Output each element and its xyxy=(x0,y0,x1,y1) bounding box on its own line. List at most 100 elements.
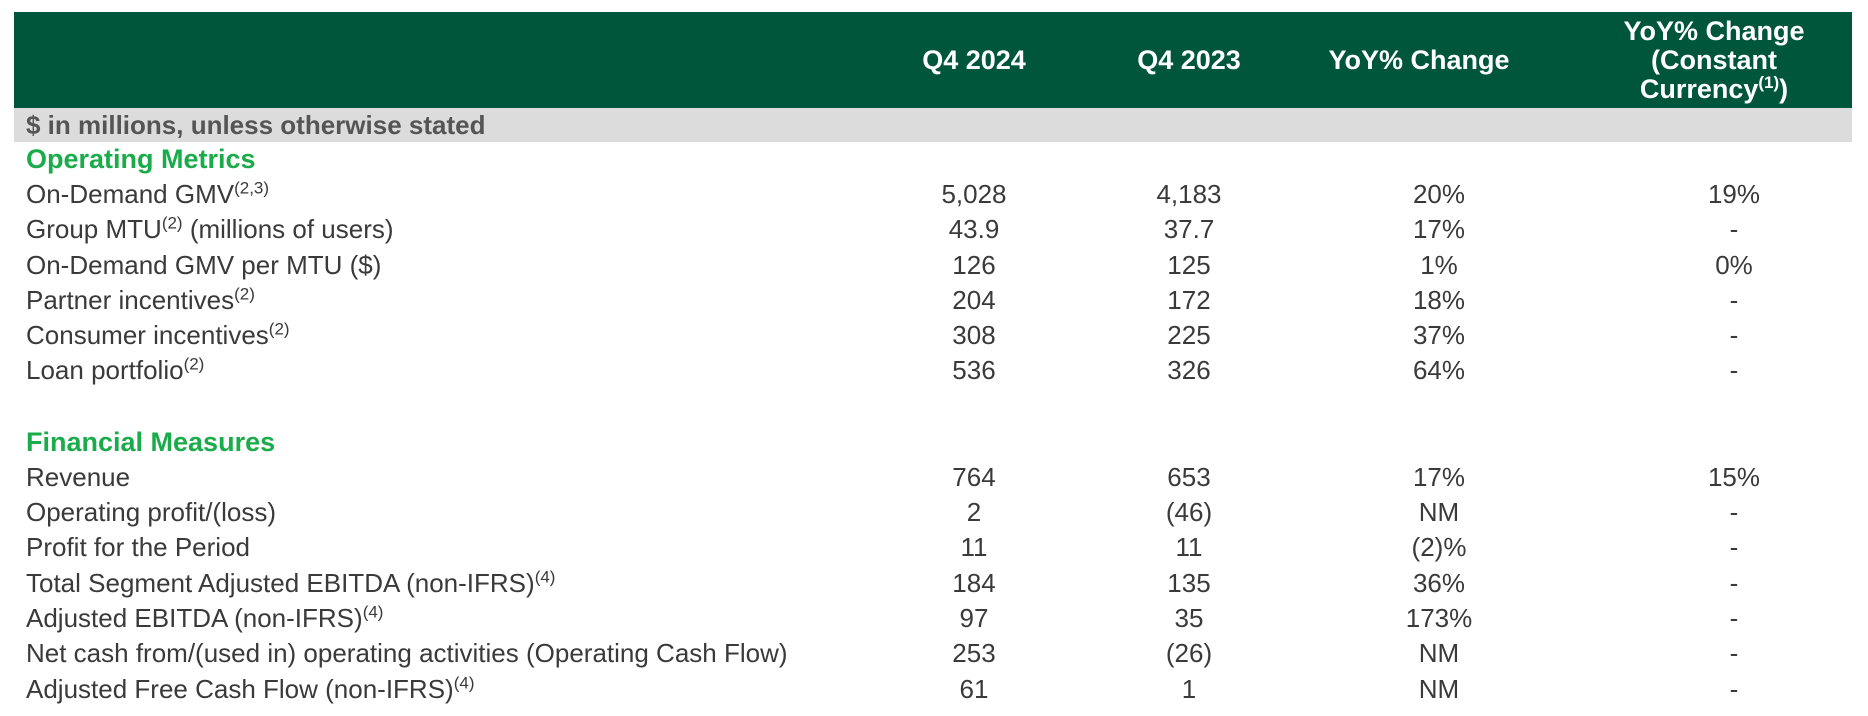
row-footnote: (4) xyxy=(453,672,475,692)
row-label-suffix: (millions of users) xyxy=(182,214,394,245)
cell-yoy-change-cc: 15% xyxy=(1707,461,1761,492)
table-row: Total Segment Adjusted EBITDA (non-IFRS)… xyxy=(14,566,1852,601)
cell-yoy-change-cc: - xyxy=(1729,673,1739,704)
cell-yoy-change: NM xyxy=(1418,673,1460,704)
row-footnote: (4) xyxy=(534,567,556,587)
table-row: Revenue 764 653 17% 15% xyxy=(14,460,1852,495)
table-row: Adjusted EBITDA (non-IFRS)(4) 97 35 173% - xyxy=(14,601,1852,636)
table-row: Profit for the Period 11 11 (2)% - xyxy=(14,530,1852,565)
row-label-text: Loan portfolio xyxy=(26,355,184,386)
row-label-text: Adjusted EBITDA (non-IFRS) xyxy=(26,602,363,633)
cell-yoy-change-cc: - xyxy=(1729,214,1739,245)
section-title-financial-measures: Financial Measures xyxy=(26,426,276,457)
cell-yoy-change: 17% xyxy=(1412,214,1466,245)
cell-q4-2024: 11 xyxy=(960,532,988,563)
cell-yoy-change-cc: - xyxy=(1729,567,1739,598)
header-yoy-change-constant-currency: YoY% Change (Constant Currency(1)) xyxy=(1574,12,1854,108)
cell-q4-2023: 11 xyxy=(1175,532,1203,563)
row-label: On-Demand GMV per MTU ($) xyxy=(26,248,381,283)
cell-yoy-change: NM xyxy=(1418,497,1460,528)
cell-q4-2023: 653 xyxy=(1167,461,1211,492)
table-row: Group MTU(2) (millions of users) 43.9 37.7… xyxy=(14,212,1852,247)
cell-yoy-change: 64% xyxy=(1412,355,1466,386)
cell-yoy-change: 36% xyxy=(1412,567,1466,598)
section-spacer xyxy=(14,389,1852,425)
header-cc-footnote: (1) xyxy=(1758,72,1780,92)
cell-yoy-change-cc: - xyxy=(1729,355,1739,386)
cell-q4-2024: 204 xyxy=(952,284,996,315)
row-label-text: Group MTU xyxy=(26,214,162,245)
row-label-text: Total Segment Adjusted EBITDA (non-IFRS) xyxy=(26,567,535,598)
header-cc-line1: YoY% Change xyxy=(1623,15,1805,46)
cell-yoy-change-cc: - xyxy=(1729,284,1739,315)
cell-q4-2023: 326 xyxy=(1167,355,1211,386)
row-label-text: Adjusted Free Cash Flow (non-IFRS) xyxy=(26,673,454,704)
cell-q4-2024: 764 xyxy=(952,461,996,492)
cell-yoy-change-cc: - xyxy=(1729,602,1739,633)
row-footnote: (2) xyxy=(234,284,255,304)
header-q4-2023: Q4 2023 xyxy=(1137,44,1241,75)
financial-measures-rows: Revenue 764 653 17% 15% Operating profit/(los… xyxy=(14,460,1852,707)
row-label: Adjusted EBITDA (non-IFRS)(4) xyxy=(26,601,383,636)
cell-q4-2023: 37.7 xyxy=(1163,214,1215,245)
cell-q4-2024: 308 xyxy=(952,320,996,351)
row-footnote: (2) xyxy=(268,319,290,339)
cell-q4-2023: (46) xyxy=(1165,497,1213,528)
cell-yoy-change: 173% xyxy=(1405,602,1473,633)
cell-q4-2024: 536 xyxy=(952,355,996,386)
row-label: Group MTU(2) (millions of users) xyxy=(26,212,394,247)
row-label: Total Segment Adjusted EBITDA (non-IFRS)… xyxy=(26,566,555,601)
operating-metrics-rows: On-Demand GMV(2,3) 5,028 4,183 20% 19% Group … xyxy=(14,177,1852,389)
cell-yoy-change-cc: 19% xyxy=(1707,179,1761,209)
row-label: Consumer incentives(2) xyxy=(26,318,290,353)
table-row: Partner incentives(2) 204 172 18% - xyxy=(14,283,1852,318)
cell-yoy-change: 17% xyxy=(1412,461,1466,492)
cell-q4-2023: 125 xyxy=(1167,249,1211,280)
table-row: Consumer incentives(2) 308 225 37% - xyxy=(14,318,1852,353)
row-footnote: (2,3) xyxy=(234,178,270,198)
header-cc-line2: (Constant xyxy=(1651,44,1777,75)
cell-yoy-change-cc: - xyxy=(1729,638,1739,669)
header-cc-line3-end: ) xyxy=(1779,73,1789,104)
table-row: Loan portfolio(2) 536 326 64% - xyxy=(14,353,1852,388)
cell-yoy-change-cc: - xyxy=(1729,532,1739,563)
row-footnote: (2) xyxy=(183,354,205,374)
cell-q4-2024: 253 xyxy=(952,638,996,669)
row-label-text: On-Demand GMV per MTU ($) xyxy=(26,249,382,280)
header-cc-line3: Currency(1)) xyxy=(1639,72,1789,104)
header-yoy-change: YoY% Change xyxy=(1328,44,1510,75)
cell-yoy-change: 20% xyxy=(1412,179,1466,209)
cell-q4-2024: 61 xyxy=(959,673,989,704)
row-label-text: Partner incentives xyxy=(26,284,235,315)
row-label: Net cash from/(used in) operating activi… xyxy=(26,636,788,671)
cell-q4-2024: 184 xyxy=(952,567,996,598)
row-footnote: (4) xyxy=(362,602,384,622)
row-label: On-Demand GMV(2,3) xyxy=(26,177,269,212)
row-label-text: On-Demand GMV xyxy=(26,179,235,209)
cell-q4-2024: 97 xyxy=(959,602,989,633)
cell-yoy-change: 18% xyxy=(1412,284,1466,315)
header-cc-line3-text: Currency xyxy=(1639,73,1759,104)
cell-q4-2023: 35 xyxy=(1174,602,1204,633)
row-label: Adjusted Free Cash Flow (non-IFRS)(4) xyxy=(26,672,475,707)
header-q4-2024: Q4 2024 xyxy=(922,44,1026,75)
cell-q4-2023: (26) xyxy=(1165,638,1213,669)
row-label: Operating profit/(loss) xyxy=(26,495,276,530)
row-label-text: Consumer incentives xyxy=(26,320,269,351)
cell-yoy-change: NM xyxy=(1418,638,1460,669)
cell-q4-2024: 5,028 xyxy=(941,179,1007,209)
row-label: Profit for the Period xyxy=(26,530,250,565)
units-note: $ in millions, unless otherwise stated xyxy=(14,108,1852,142)
row-label-text: Net cash from/(used in) operating activi… xyxy=(26,638,788,669)
cell-yoy-change: (2)% xyxy=(1411,532,1467,563)
row-label: Loan portfolio(2) xyxy=(26,353,204,388)
table-row: On-Demand GMV per MTU ($) 126 125 1% 0% xyxy=(14,248,1852,283)
table-row: Net cash from/(used in) operating activi… xyxy=(14,636,1852,671)
row-label-text: Operating profit/(loss) xyxy=(26,497,276,528)
table-row: Adjusted Free Cash Flow (non-IFRS)(4) 61 1… xyxy=(14,672,1852,707)
financial-summary-table: Q4 2024 Q4 2023 YoY% Change YoY% Change … xyxy=(14,12,1852,707)
cell-q4-2023: 1 xyxy=(1181,673,1197,704)
cell-q4-2023: 225 xyxy=(1167,320,1211,351)
section-title-operating-metrics: Operating Metrics xyxy=(26,144,256,174)
cell-q4-2023: 4,183 xyxy=(1156,179,1222,209)
